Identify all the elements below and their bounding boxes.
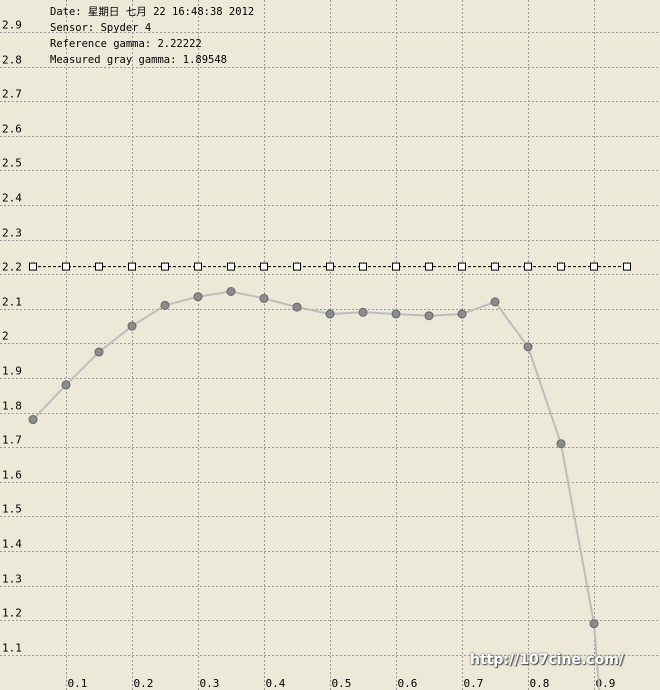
y-tick-label: 2.6 [2,123,22,136]
reference-point [62,262,70,271]
measured-point [391,309,401,319]
reference-point [359,262,367,271]
reference-point [95,262,103,271]
measured-point [61,380,71,390]
x-tick-label: 0.6 [398,677,418,690]
info-date: Date: 星期日 七月 22 16:48:38 2012 [50,6,255,18]
y-tick-label: 2.1 [2,296,22,309]
measured-point [193,292,203,302]
x-tick-label: 0.3 [200,677,220,690]
measured-point [457,309,467,319]
measured-point [127,321,137,331]
x-tick-label: 0.4 [266,677,286,690]
measured-point [226,287,236,296]
reference-point [557,262,565,271]
info-reference-gamma: Reference gamma: 2.22222 [50,38,202,50]
reference-point [194,262,202,271]
y-tick-label: 2.7 [2,88,22,101]
x-tick-label: 0.5 [332,677,352,690]
reference-point [590,262,598,271]
reference-point [260,262,268,271]
reference-point [491,262,499,271]
x-tick-label: 0.9 [596,677,616,690]
y-tick-label: 1.7 [2,434,22,447]
y-tick-label: 1.3 [2,573,22,586]
reference-point [161,262,169,271]
measured-point [556,439,566,449]
y-tick-label: 2.4 [2,192,22,205]
reference-point [458,262,466,271]
measured-point [160,300,170,310]
measured-point [94,347,104,357]
y-tick-label: 1.4 [2,538,22,551]
y-tick-label: 2.8 [2,54,22,67]
y-tick-label: 2.2 [2,261,22,274]
reference-point [392,262,400,271]
info-measured-gamma: Measured gray gamma: 1.89548 [50,54,228,66]
x-tick-label: 0.2 [134,677,154,690]
measured-point [325,309,335,319]
y-tick-label: 2.5 [2,157,22,170]
y-tick-label: 1.9 [2,365,22,378]
y-tick-label: 1.6 [2,469,22,482]
info-sensor: Sensor: Spyder 4 [50,22,152,34]
x-tick-label: 0.8 [530,677,550,690]
measured-point [490,297,500,307]
reference-point [29,262,37,271]
reference-point [128,262,136,271]
y-tick-label: 1.1 [2,642,22,655]
measured-gamma-line [32,290,601,690]
measured-point [259,293,269,303]
y-tick-label: 2.9 [2,19,22,32]
measured-point [28,415,38,425]
measured-point [589,619,599,629]
reference-point [524,262,532,271]
y-tick-label: 1.8 [2,400,22,413]
y-tick-label: 1.2 [2,607,22,620]
reference-point [227,262,235,271]
y-tick-label: 2 [2,330,9,343]
reference-point [623,262,631,271]
watermark: http://107cine.com/ [470,652,624,668]
reference-point [425,262,433,271]
reference-point [326,262,334,271]
measured-point [292,302,302,312]
measured-point [424,311,434,321]
measured-point [358,307,368,317]
x-tick-label: 0.1 [68,677,88,690]
reference-point [293,262,301,271]
y-tick-label: 2.3 [2,227,22,240]
measured-point [523,342,533,352]
x-tick-label: 0.7 [464,677,484,690]
y-tick-label: 1.5 [2,503,22,516]
